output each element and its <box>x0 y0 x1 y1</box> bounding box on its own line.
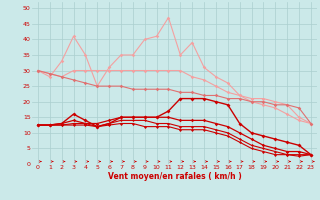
X-axis label: Vent moyen/en rafales ( km/h ): Vent moyen/en rafales ( km/h ) <box>108 172 241 181</box>
